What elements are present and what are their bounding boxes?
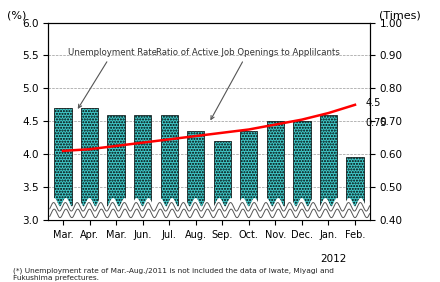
Text: 0.75: 0.75	[366, 118, 387, 128]
Text: Unemployment Rate: Unemployment Rate	[68, 48, 158, 108]
Bar	[214, 141, 231, 220]
Bar	[240, 131, 257, 220]
Text: (*) Unemployment rate of Mar.-Aug./2011 is not included the data of Iwate, Miyag: (*) Unemployment rate of Mar.-Aug./2011 …	[13, 267, 334, 281]
Bar	[346, 157, 363, 220]
Bar	[267, 121, 284, 220]
Text: 4.5: 4.5	[366, 98, 381, 108]
Text: 2012: 2012	[321, 254, 347, 264]
Text: (%): (%)	[7, 11, 26, 21]
Bar	[134, 115, 151, 220]
Text: (Times): (Times)	[379, 11, 421, 21]
Bar	[161, 115, 178, 220]
Bar	[81, 108, 98, 220]
Text: Ratio of Active Job Openings to Applilcants: Ratio of Active Job Openings to Applilca…	[156, 48, 340, 119]
Bar	[320, 115, 337, 220]
Bar	[107, 115, 125, 220]
Bar	[55, 108, 72, 220]
Bar	[293, 121, 311, 220]
Bar	[187, 131, 204, 220]
